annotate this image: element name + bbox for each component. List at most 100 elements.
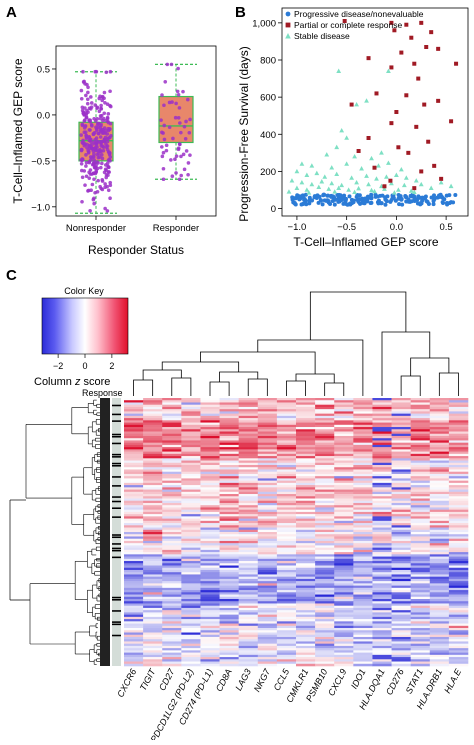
heatmap-cell xyxy=(410,603,431,606)
stable-disease-point xyxy=(401,182,407,188)
heatmap-cell xyxy=(219,587,239,591)
heatmap-cell xyxy=(315,534,335,537)
heatmap-cell xyxy=(143,400,163,403)
legend-label: Partial or complete response xyxy=(294,20,402,30)
stable-disease-point xyxy=(374,176,379,181)
heatmap-cell xyxy=(200,489,220,493)
heatmap-cell xyxy=(219,578,239,582)
heatmap-cell xyxy=(143,511,163,515)
heatmap-cell xyxy=(219,471,239,475)
heatmap-cell xyxy=(181,422,201,426)
progressive-point xyxy=(312,195,317,200)
heatmap-cell xyxy=(410,583,431,586)
heatmap-cell xyxy=(276,525,297,528)
heatmap-cell xyxy=(219,444,239,448)
heatmap-cell xyxy=(372,398,392,401)
heatmap-cell xyxy=(257,451,278,455)
heatmap-cell xyxy=(315,440,335,443)
response-point xyxy=(382,184,387,189)
data-point xyxy=(91,132,96,136)
heatmap-cell xyxy=(296,525,316,528)
heatmap-cell xyxy=(353,581,373,584)
progressive-point xyxy=(354,194,359,199)
heatmap-cell xyxy=(429,612,450,615)
heatmap-cell xyxy=(143,413,163,417)
heatmap-cell xyxy=(200,563,220,566)
heatmap-cell xyxy=(296,435,316,439)
stable-disease-point xyxy=(398,166,404,172)
heatmap-cell xyxy=(410,590,431,593)
heatmap-cell xyxy=(296,639,316,642)
heatmap-cell xyxy=(276,601,297,604)
heatmap-cell xyxy=(334,585,354,589)
response-annotation-bar xyxy=(100,398,121,666)
heatmap-cell xyxy=(372,614,392,618)
heatmap-cell xyxy=(257,520,278,524)
heatmap-cell xyxy=(143,478,163,481)
heatmap-cell xyxy=(257,482,278,486)
heatmap-cell xyxy=(372,467,392,470)
heatmap-cell xyxy=(143,536,163,539)
data-point xyxy=(181,89,185,94)
heatmap-cell xyxy=(448,462,469,466)
heatmap-cell xyxy=(200,478,220,481)
heatmap-cell xyxy=(315,482,335,486)
heatmap-cell xyxy=(124,581,144,584)
heatmap-cell xyxy=(391,449,411,452)
heatmap-cell xyxy=(162,498,182,502)
stable-disease-point xyxy=(366,181,371,187)
heatmap-cell xyxy=(200,529,220,533)
heatmap-cell xyxy=(181,572,201,575)
heatmap-cell xyxy=(448,411,469,414)
heatmap-cell xyxy=(410,614,431,618)
heatmap-cell xyxy=(448,643,469,647)
heatmap-cell xyxy=(296,451,316,455)
heatmap-cell xyxy=(124,453,144,457)
data-point xyxy=(160,130,164,135)
heatmap-cell xyxy=(448,516,469,519)
heatmap-cell xyxy=(429,648,450,651)
heatmap-cell xyxy=(257,469,278,472)
heatmap-cell xyxy=(391,520,411,524)
heatmap-cell xyxy=(143,476,163,479)
panel-a-letter: A xyxy=(6,4,17,21)
heatmap-cell xyxy=(124,435,144,439)
heatmap-cell xyxy=(353,569,373,573)
heatmap-cell xyxy=(200,500,220,504)
data-point xyxy=(93,171,98,176)
heatmap-cell xyxy=(181,480,201,484)
heatmap-cell xyxy=(162,469,182,472)
heatmap-cell xyxy=(238,587,259,591)
column-dendrogram-link xyxy=(309,291,407,340)
heatmap-cell xyxy=(276,431,297,435)
heatmap-cell xyxy=(296,628,316,631)
heatmap-cell xyxy=(257,471,278,475)
heatmap-cell xyxy=(257,516,278,519)
heatmap-cell xyxy=(181,518,201,522)
heatmap-cell xyxy=(238,518,259,522)
heatmap-cell xyxy=(143,654,163,658)
y-tick-label: 0 xyxy=(271,204,276,215)
heatmap-cell xyxy=(391,565,411,569)
heatmap-cell xyxy=(124,471,144,475)
heatmap-cell xyxy=(143,532,163,535)
heatmap-cell xyxy=(219,456,239,459)
data-point xyxy=(99,103,103,108)
heatmap-cell xyxy=(219,491,239,495)
heatmap-cell xyxy=(276,623,297,627)
heatmap-cell xyxy=(181,536,201,539)
heatmap-cell xyxy=(238,465,259,468)
heatmap-cell xyxy=(238,639,259,642)
heatmap-cell xyxy=(448,536,469,539)
heatmap-cell xyxy=(315,502,335,506)
heatmap-cell xyxy=(334,538,354,542)
heatmap-cell xyxy=(257,527,278,531)
heatmap-cell xyxy=(181,636,201,640)
heatmap-cell xyxy=(296,482,316,486)
heatmap-cell xyxy=(162,585,182,589)
heatmap-cell xyxy=(276,498,297,502)
heatmap-cell xyxy=(181,549,201,553)
heatmap-cell xyxy=(391,505,411,508)
data-point xyxy=(105,209,110,213)
heatmap-cell xyxy=(276,607,297,611)
